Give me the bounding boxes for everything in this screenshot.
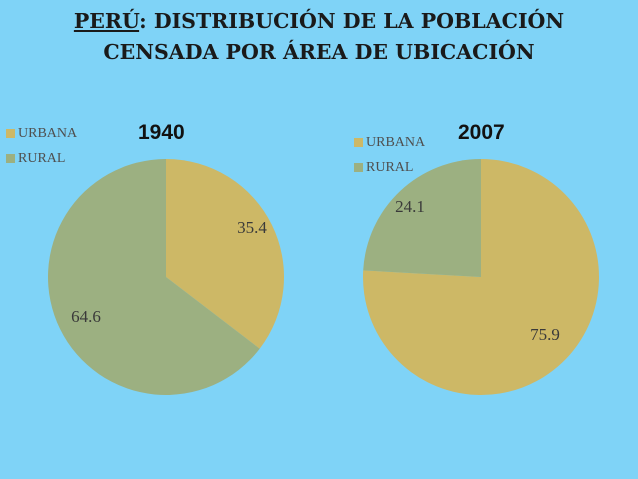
slide-title: PERÚ: DISTRIBUCIÓN DE LA POBLACIÓN CENSA…: [0, 6, 638, 68]
legend-1940: URBANA RURAL: [6, 121, 77, 171]
legend-2007: URBANA RURAL: [354, 130, 425, 180]
title-line-1: PERÚ: DISTRIBUCIÓN DE LA POBLACIÓN: [0, 6, 638, 37]
legend-swatch-urbana: [6, 129, 15, 138]
legend-item-urbana: URBANA: [354, 130, 425, 155]
legend-swatch-urbana: [354, 138, 363, 147]
title-rest: : DISTRIBUCIÓN DE LA POBLACIÓN: [139, 9, 565, 33]
legend-label-rural: RURAL: [18, 150, 66, 166]
data-label-1940-rural: 64.6: [71, 307, 101, 326]
chart-title-2007: 2007: [458, 121, 505, 144]
data-label-1940-urbana: 35.4: [237, 218, 267, 237]
legend-label-urbana: URBANA: [366, 134, 426, 150]
chart-title-1940: 1940: [138, 121, 185, 144]
pie-slice-2007-rural: [363, 159, 481, 277]
legend-swatch-rural: [6, 154, 15, 163]
pie-slice-1940-rural: [47, 159, 260, 395]
pie-slice-1940-urbana: [166, 159, 284, 349]
data-label-2007-rural: 24.1: [395, 197, 425, 216]
title-line-2: CENSADA POR ÁREA DE UBICACIÓN: [103, 40, 535, 64]
data-label-2007-urbana: 75.9: [530, 325, 560, 344]
legend-label-rural: RURAL: [366, 159, 414, 175]
legend-item-rural: RURAL: [354, 155, 425, 180]
title-country: PERÚ: [73, 9, 140, 33]
legend-item-rural: RURAL: [6, 146, 77, 171]
legend-label-urbana: URBANA: [18, 125, 78, 141]
legend-item-urbana: URBANA: [6, 121, 77, 146]
legend-swatch-rural: [354, 163, 363, 172]
